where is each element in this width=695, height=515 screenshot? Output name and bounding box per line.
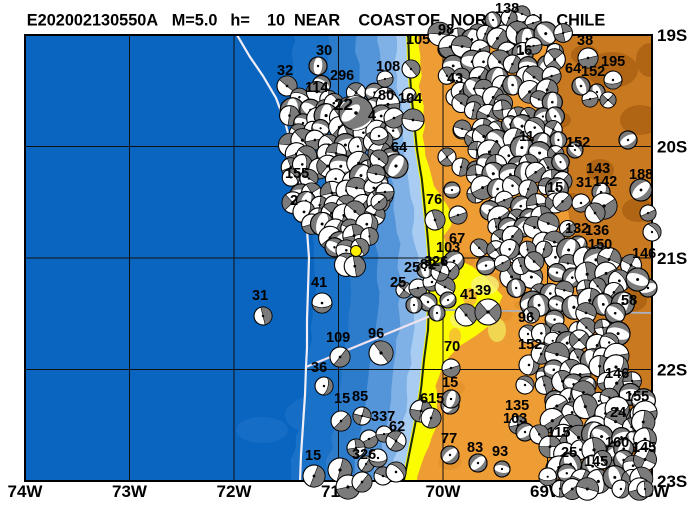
svg-text:4: 4 [368, 108, 376, 124]
svg-text:296: 296 [330, 68, 354, 84]
svg-text:108: 108 [376, 59, 400, 75]
svg-text:64: 64 [565, 61, 581, 77]
svg-text:24: 24 [610, 405, 626, 421]
svg-text:43: 43 [447, 71, 463, 87]
svg-text:85: 85 [352, 389, 368, 405]
svg-text:31: 31 [576, 175, 592, 191]
svg-text:22: 22 [334, 95, 353, 114]
svg-text:72W: 72W [217, 482, 253, 501]
svg-text:152: 152 [518, 337, 542, 353]
svg-text:105: 105 [406, 32, 430, 48]
svg-text:h=: h= [230, 11, 249, 29]
svg-text:135: 135 [505, 398, 529, 414]
svg-text:15: 15 [334, 391, 350, 407]
svg-text:155: 155 [625, 389, 649, 405]
svg-text:11: 11 [519, 129, 534, 145]
svg-text:82: 82 [420, 257, 436, 273]
svg-text:19S: 19S [657, 26, 687, 45]
svg-text:39: 39 [475, 283, 491, 299]
svg-text:103: 103 [503, 411, 527, 427]
svg-text:337: 337 [371, 409, 395, 425]
svg-text:41: 41 [460, 287, 476, 303]
svg-text:70: 70 [444, 339, 460, 355]
svg-text:146: 146 [605, 366, 629, 382]
svg-text:98: 98 [438, 22, 454, 38]
svg-text:96: 96 [518, 310, 534, 326]
svg-text:23S: 23S [657, 472, 687, 491]
svg-text:326: 326 [424, 254, 448, 270]
svg-text:15: 15 [305, 448, 321, 464]
svg-text:41: 41 [311, 275, 327, 291]
svg-text:138: 138 [495, 1, 519, 17]
svg-text:114: 114 [305, 80, 328, 96]
svg-text:74W: 74W [8, 482, 44, 501]
svg-text:22S: 22S [657, 361, 687, 380]
svg-text:195: 195 [601, 54, 625, 70]
svg-text:143: 143 [586, 161, 610, 177]
svg-text:152: 152 [581, 64, 605, 80]
svg-text:15: 15 [442, 375, 458, 391]
svg-text:38: 38 [577, 33, 593, 49]
svg-text:COAST: COAST [358, 11, 415, 29]
svg-text:20S: 20S [657, 138, 687, 157]
svg-text:25: 25 [390, 275, 406, 291]
svg-text:96: 96 [368, 326, 384, 342]
svg-text:15: 15 [547, 180, 563, 196]
svg-text:10: 10 [267, 11, 285, 29]
svg-text:188: 188 [629, 167, 653, 183]
svg-text:80: 80 [378, 88, 394, 104]
svg-text:M=5.0: M=5.0 [172, 11, 218, 29]
svg-text:160: 160 [605, 435, 629, 451]
svg-text:83: 83 [467, 440, 483, 456]
svg-text:25: 25 [561, 445, 577, 461]
svg-text:67: 67 [449, 231, 465, 247]
svg-text:152: 152 [566, 135, 590, 151]
svg-text:62: 62 [389, 419, 405, 435]
svg-text:16: 16 [516, 43, 532, 59]
svg-text:64: 64 [391, 140, 407, 156]
svg-text:146: 146 [632, 246, 656, 262]
svg-text:145: 145 [632, 440, 656, 456]
svg-text:E202002130550A: E202002130550A [27, 11, 159, 29]
svg-text:30: 30 [316, 43, 332, 59]
svg-text:70W: 70W [426, 482, 462, 501]
svg-text:132: 132 [565, 221, 589, 237]
svg-text:155: 155 [285, 166, 309, 182]
svg-text:104: 104 [398, 91, 422, 107]
svg-text:136: 136 [585, 223, 609, 239]
svg-text:142: 142 [593, 174, 617, 190]
svg-text:115: 115 [547, 425, 570, 441]
svg-text:150: 150 [588, 237, 612, 253]
svg-text:25: 25 [404, 260, 420, 276]
svg-text:31: 31 [252, 288, 268, 304]
svg-text:76: 76 [426, 192, 442, 208]
svg-text:109: 109 [326, 330, 350, 346]
svg-text:326: 326 [352, 447, 376, 463]
svg-text:36: 36 [311, 360, 327, 376]
svg-text:145: 145 [584, 454, 608, 470]
svg-text:2: 2 [290, 193, 298, 209]
svg-text:73W: 73W [112, 482, 148, 501]
svg-text:NEAR: NEAR [294, 11, 340, 29]
svg-text:21S: 21S [657, 249, 687, 268]
svg-text:58: 58 [621, 293, 637, 309]
svg-text:93: 93 [492, 444, 508, 460]
svg-text:103: 103 [436, 240, 460, 256]
svg-text:32: 32 [277, 63, 293, 79]
svg-text:77: 77 [441, 431, 457, 447]
svg-text:615: 615 [420, 391, 444, 407]
